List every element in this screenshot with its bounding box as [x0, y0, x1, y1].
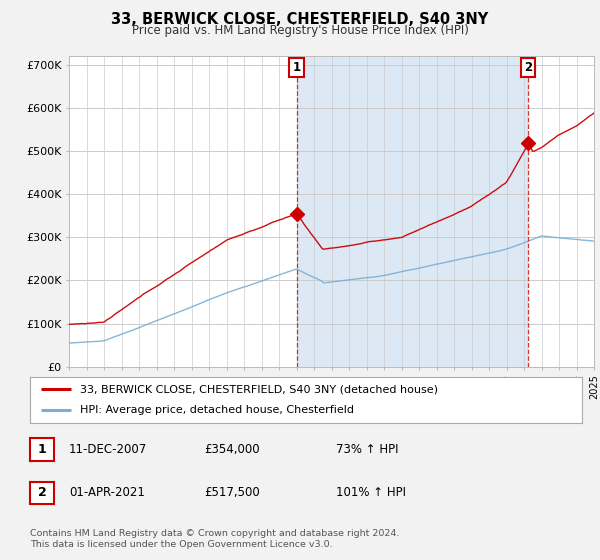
- Text: 2: 2: [524, 60, 532, 74]
- Text: £517,500: £517,500: [204, 486, 260, 500]
- Text: 1: 1: [38, 443, 46, 456]
- Bar: [296, 56, 529, 367]
- Text: 2: 2: [38, 486, 46, 500]
- Text: Contains HM Land Registry data © Crown copyright and database right 2024.
This d: Contains HM Land Registry data © Crown c…: [30, 529, 400, 549]
- Text: HPI: Average price, detached house, Chesterfield: HPI: Average price, detached house, Ches…: [80, 405, 353, 416]
- Text: 11-DEC-2007: 11-DEC-2007: [69, 443, 147, 456]
- Text: 1: 1: [292, 60, 301, 74]
- Text: Price paid vs. HM Land Registry's House Price Index (HPI): Price paid vs. HM Land Registry's House …: [131, 24, 469, 37]
- Text: £354,000: £354,000: [204, 443, 260, 456]
- Text: 101% ↑ HPI: 101% ↑ HPI: [336, 486, 406, 500]
- Text: 73% ↑ HPI: 73% ↑ HPI: [336, 443, 398, 456]
- Text: 01-APR-2021: 01-APR-2021: [69, 486, 145, 500]
- Text: 33, BERWICK CLOSE, CHESTERFIELD, S40 3NY (detached house): 33, BERWICK CLOSE, CHESTERFIELD, S40 3NY…: [80, 384, 437, 394]
- Text: 33, BERWICK CLOSE, CHESTERFIELD, S40 3NY: 33, BERWICK CLOSE, CHESTERFIELD, S40 3NY: [112, 12, 488, 27]
